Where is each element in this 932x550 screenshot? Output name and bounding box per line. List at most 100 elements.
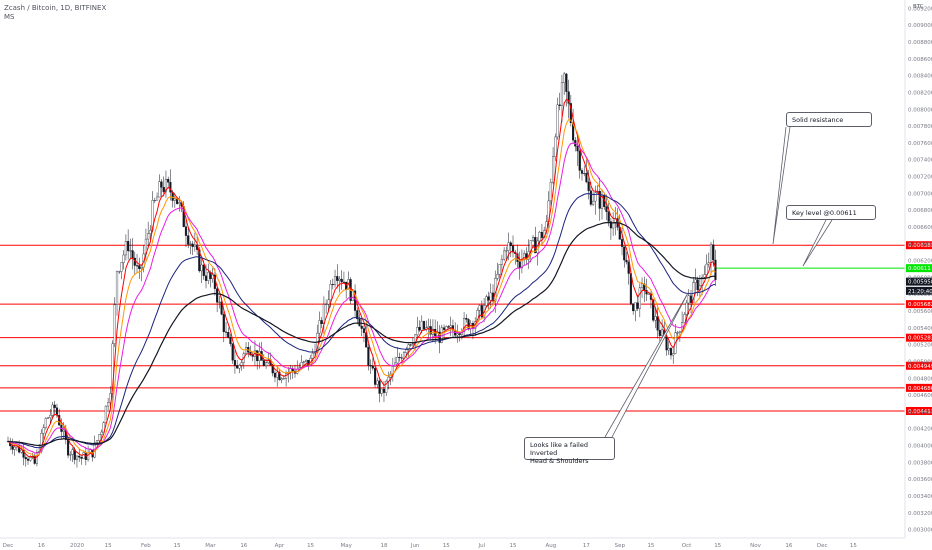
countdown-badge	[906, 286, 932, 295]
candle-body	[178, 202, 181, 204]
chart-title: Zcash / Bitcoin, 1D, BITFINEX	[4, 4, 107, 12]
callout-key-level[interactable]: Key level @0.00611	[786, 205, 876, 220]
pointer-key-level	[802, 219, 833, 267]
callout-pointers	[604, 126, 833, 438]
candle-body	[420, 321, 423, 331]
candle-body	[669, 347, 673, 356]
candle-body	[127, 241, 130, 252]
candle-body	[66, 439, 70, 456]
candle-body	[703, 274, 706, 278]
candle-body	[578, 150, 581, 171]
candle-body	[53, 404, 56, 408]
price-tick-label: 0.005800	[908, 292, 932, 298]
pointer-resistance	[772, 126, 791, 245]
candle-body	[598, 191, 601, 209]
candle-body	[191, 243, 194, 247]
time-tick-label: 15	[714, 543, 721, 549]
candle-body	[400, 357, 403, 359]
candle-body	[572, 122, 575, 141]
time-tick-label: 15	[510, 543, 517, 549]
candle-body	[609, 221, 612, 229]
candle-body	[333, 276, 337, 285]
candle-body	[280, 378, 283, 381]
level-badge-label: 0.00611	[908, 266, 931, 272]
candle-body	[554, 136, 557, 157]
candle-body	[549, 181, 552, 202]
candle-body	[200, 264, 203, 272]
candle-body	[576, 146, 579, 152]
candle-body	[218, 301, 221, 303]
time-tick-label: 15	[174, 543, 181, 549]
candle-body	[585, 173, 588, 183]
candle-body	[115, 271, 119, 305]
price-tick-label: 0.005400	[908, 326, 932, 332]
time-axis[interactable]: Dec 16 2020 15 Feb 15 Mar 16 Apr 15 May 18 Jun 15 Jul 1…	[0, 537, 905, 549]
candle-body	[44, 418, 47, 428]
candle-body	[258, 351, 261, 362]
price-tick-label: 0.003000	[908, 528, 932, 534]
candle-body	[689, 295, 693, 303]
time-tick-label: 15	[105, 543, 112, 549]
price-tick-label: 0.003200	[908, 511, 932, 517]
candle-body	[46, 417, 50, 419]
price-axis[interactable]: 0.003000 0.003200 0.003400 0.003600 0.003800…	[904, 0, 932, 538]
candle-body	[405, 349, 408, 353]
candle-body	[120, 262, 123, 272]
candle-body	[98, 434, 101, 441]
candle-body	[489, 292, 492, 301]
candle-body	[465, 318, 468, 320]
price-tick-label: 0.007600	[908, 141, 932, 147]
candle-body	[658, 330, 661, 336]
candle-body	[589, 190, 592, 205]
candle-body	[369, 365, 372, 367]
candle-body	[623, 246, 626, 261]
candle-body	[496, 274, 499, 279]
candle-body	[100, 431, 103, 435]
candle-body	[202, 264, 205, 276]
candle-body	[378, 380, 381, 394]
price-tick-label: 0.006400	[908, 242, 932, 248]
candle-body	[694, 279, 697, 283]
candle-body	[507, 242, 510, 251]
candle-body	[398, 357, 401, 359]
callout-solid-resistance[interactable]: Solid resistance	[786, 112, 872, 127]
time-tick-label: Feb	[141, 543, 151, 549]
candle-body	[113, 304, 116, 345]
candle-body	[565, 73, 568, 92]
candle-body	[362, 328, 366, 333]
candle-body	[503, 250, 506, 260]
candle-body	[162, 187, 165, 193]
candle-body	[627, 261, 630, 274]
price-tick-label: 0.007800	[908, 124, 932, 130]
candle-body	[462, 318, 466, 332]
candle-body	[147, 233, 150, 240]
candle-body	[551, 156, 555, 183]
candle-body	[672, 353, 675, 356]
candle-body	[652, 299, 655, 321]
level-badge	[906, 406, 932, 415]
last-price-label: 0.005950	[908, 280, 932, 286]
candle-body	[138, 265, 141, 269]
time-tick-label: 15	[647, 543, 654, 549]
candle-body	[487, 296, 490, 301]
candle-body	[104, 405, 107, 424]
candle-body	[447, 326, 450, 328]
time-tick-label: Oct	[682, 543, 692, 549]
candle-body	[683, 314, 686, 323]
candle-body	[560, 82, 564, 106]
candle-body	[75, 455, 79, 460]
price-tick-label: 0.009000	[908, 23, 932, 29]
price-tick-label: 0.009200	[908, 6, 932, 12]
price-tick-label: 0.004400	[908, 410, 932, 416]
candle-body	[480, 305, 483, 318]
candle-body	[340, 278, 343, 283]
candle-body	[233, 360, 236, 366]
candle-body	[311, 352, 314, 359]
level-badge	[906, 264, 932, 273]
callout-failed-ihs[interactable]: Looks like a failed Inverted Head & Shou…	[524, 437, 615, 465]
candle-body	[164, 179, 168, 193]
candle-body	[667, 347, 670, 351]
candle-body	[485, 296, 488, 306]
price-tick-label: 0.007400	[908, 158, 932, 164]
